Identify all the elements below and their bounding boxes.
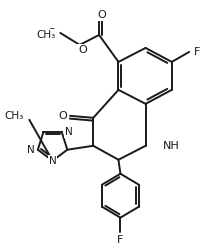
Text: O: O [59, 111, 67, 121]
Text: F: F [117, 235, 123, 245]
Text: N: N [64, 127, 72, 137]
Text: CH₃: CH₃ [36, 30, 55, 40]
Text: O: O [78, 45, 87, 55]
Text: N: N [27, 145, 35, 155]
Text: NH: NH [162, 141, 179, 151]
Text: O: O [47, 28, 56, 38]
Text: N: N [48, 156, 56, 166]
Text: F: F [193, 47, 199, 57]
Text: CH₃: CH₃ [4, 111, 23, 121]
Text: O: O [97, 10, 106, 20]
